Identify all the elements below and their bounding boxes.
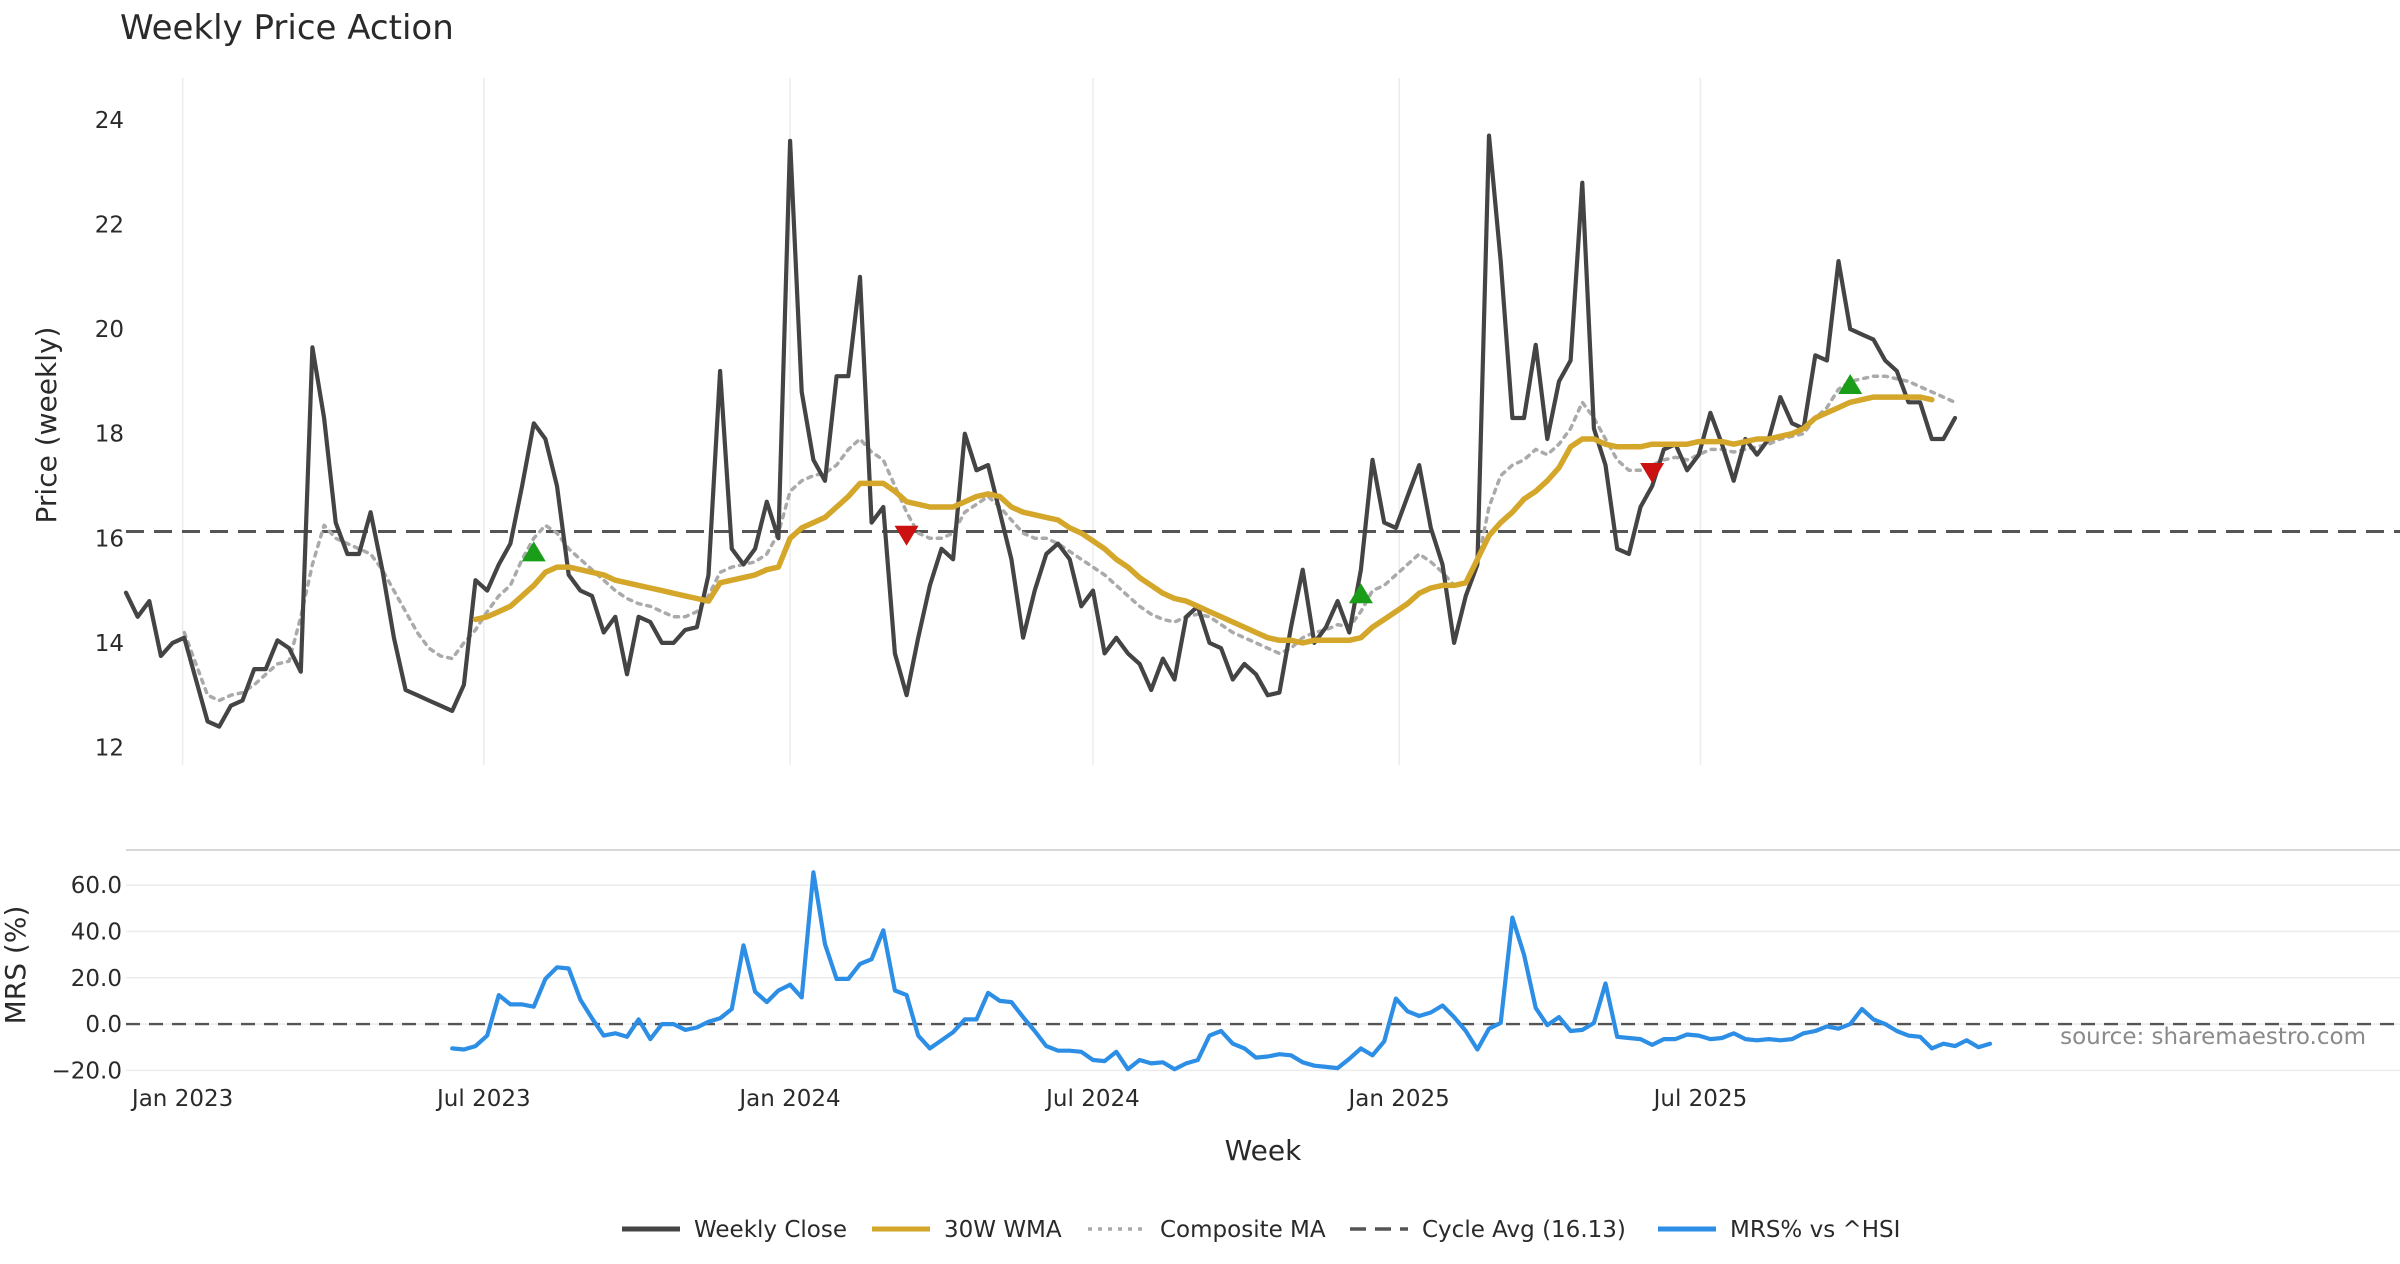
- mrs-series: [450, 870, 1993, 1072]
- price-y-tick-label: 22: [95, 213, 124, 239]
- x-tick-label: Jul 2023: [435, 1086, 531, 1112]
- buy-signal-marker: [1838, 374, 1863, 395]
- legend-label: Weekly Close: [694, 1217, 847, 1243]
- wma-30w-line: [472, 394, 1935, 646]
- mrs-y-tick-label: 20.0: [71, 966, 122, 992]
- price-y-tick-label: 20: [95, 317, 124, 343]
- mrs-y-axis-label: MRS (%): [0, 906, 32, 1025]
- composite-ma-line: [182, 374, 1957, 703]
- x-tick-label: Jul 2025: [1652, 1086, 1748, 1112]
- price-y-tick-label: 24: [95, 108, 124, 134]
- x-ticks: Jan 2023 Jul 2023 Jan 2024 Jul 2024 Jan 2025…: [130, 1086, 1747, 1112]
- mrs-grid: [126, 884, 2400, 1072]
- x-tick-label: Jul 2024: [1044, 1086, 1140, 1112]
- price-y-tick-label: 16: [95, 526, 124, 552]
- legend: Weekly Close 30W WMA Composite MA Cycle Avg…: [622, 1217, 1900, 1243]
- price-series: [123, 133, 2400, 729]
- price-y-ticks: 12 14 16 18 20 22 24: [95, 108, 124, 762]
- x-tick-label: Jan 2024: [737, 1086, 840, 1112]
- mrs-y-tick-label: −20.0: [52, 1058, 122, 1084]
- buy-signal-marker: [1348, 583, 1373, 604]
- price-y-tick-label: 18: [95, 422, 124, 448]
- signal-markers: [521, 374, 1863, 604]
- legend-label: Composite MA: [1160, 1217, 1326, 1243]
- mrs-line: [450, 870, 1993, 1072]
- sell-signal-marker: [1640, 462, 1665, 483]
- price-y-tick-label: 14: [95, 631, 124, 657]
- mrs-y-ticks: 60.0 40.0 20.0 0.0 −20.0: [52, 873, 122, 1084]
- price-grid: [181, 78, 1702, 765]
- legend-label: MRS% vs ^HSI: [1730, 1217, 1900, 1243]
- mrs-y-tick-label: 40.0: [71, 919, 122, 945]
- chart-title: Weekly Price Action: [120, 8, 454, 48]
- source-note: source: sharemaestro.com: [2060, 1024, 2366, 1050]
- weekly-close-line: [123, 133, 1958, 729]
- mrs-y-tick-label: 60.0: [71, 873, 122, 899]
- price-y-tick-label: 12: [95, 736, 124, 762]
- x-axis-label: Week: [1225, 1134, 1302, 1167]
- x-tick-label: Jan 2023: [130, 1086, 233, 1112]
- mrs-y-tick-label: 0.0: [85, 1012, 122, 1038]
- legend-label: 30W WMA: [944, 1217, 1062, 1243]
- buy-signal-marker: [521, 541, 546, 562]
- x-tick-label: Jan 2025: [1347, 1086, 1450, 1112]
- legend-label: Cycle Avg (16.13): [1422, 1217, 1626, 1243]
- sell-signal-marker: [894, 525, 919, 546]
- price-y-axis-label: Price (weekly): [30, 327, 63, 524]
